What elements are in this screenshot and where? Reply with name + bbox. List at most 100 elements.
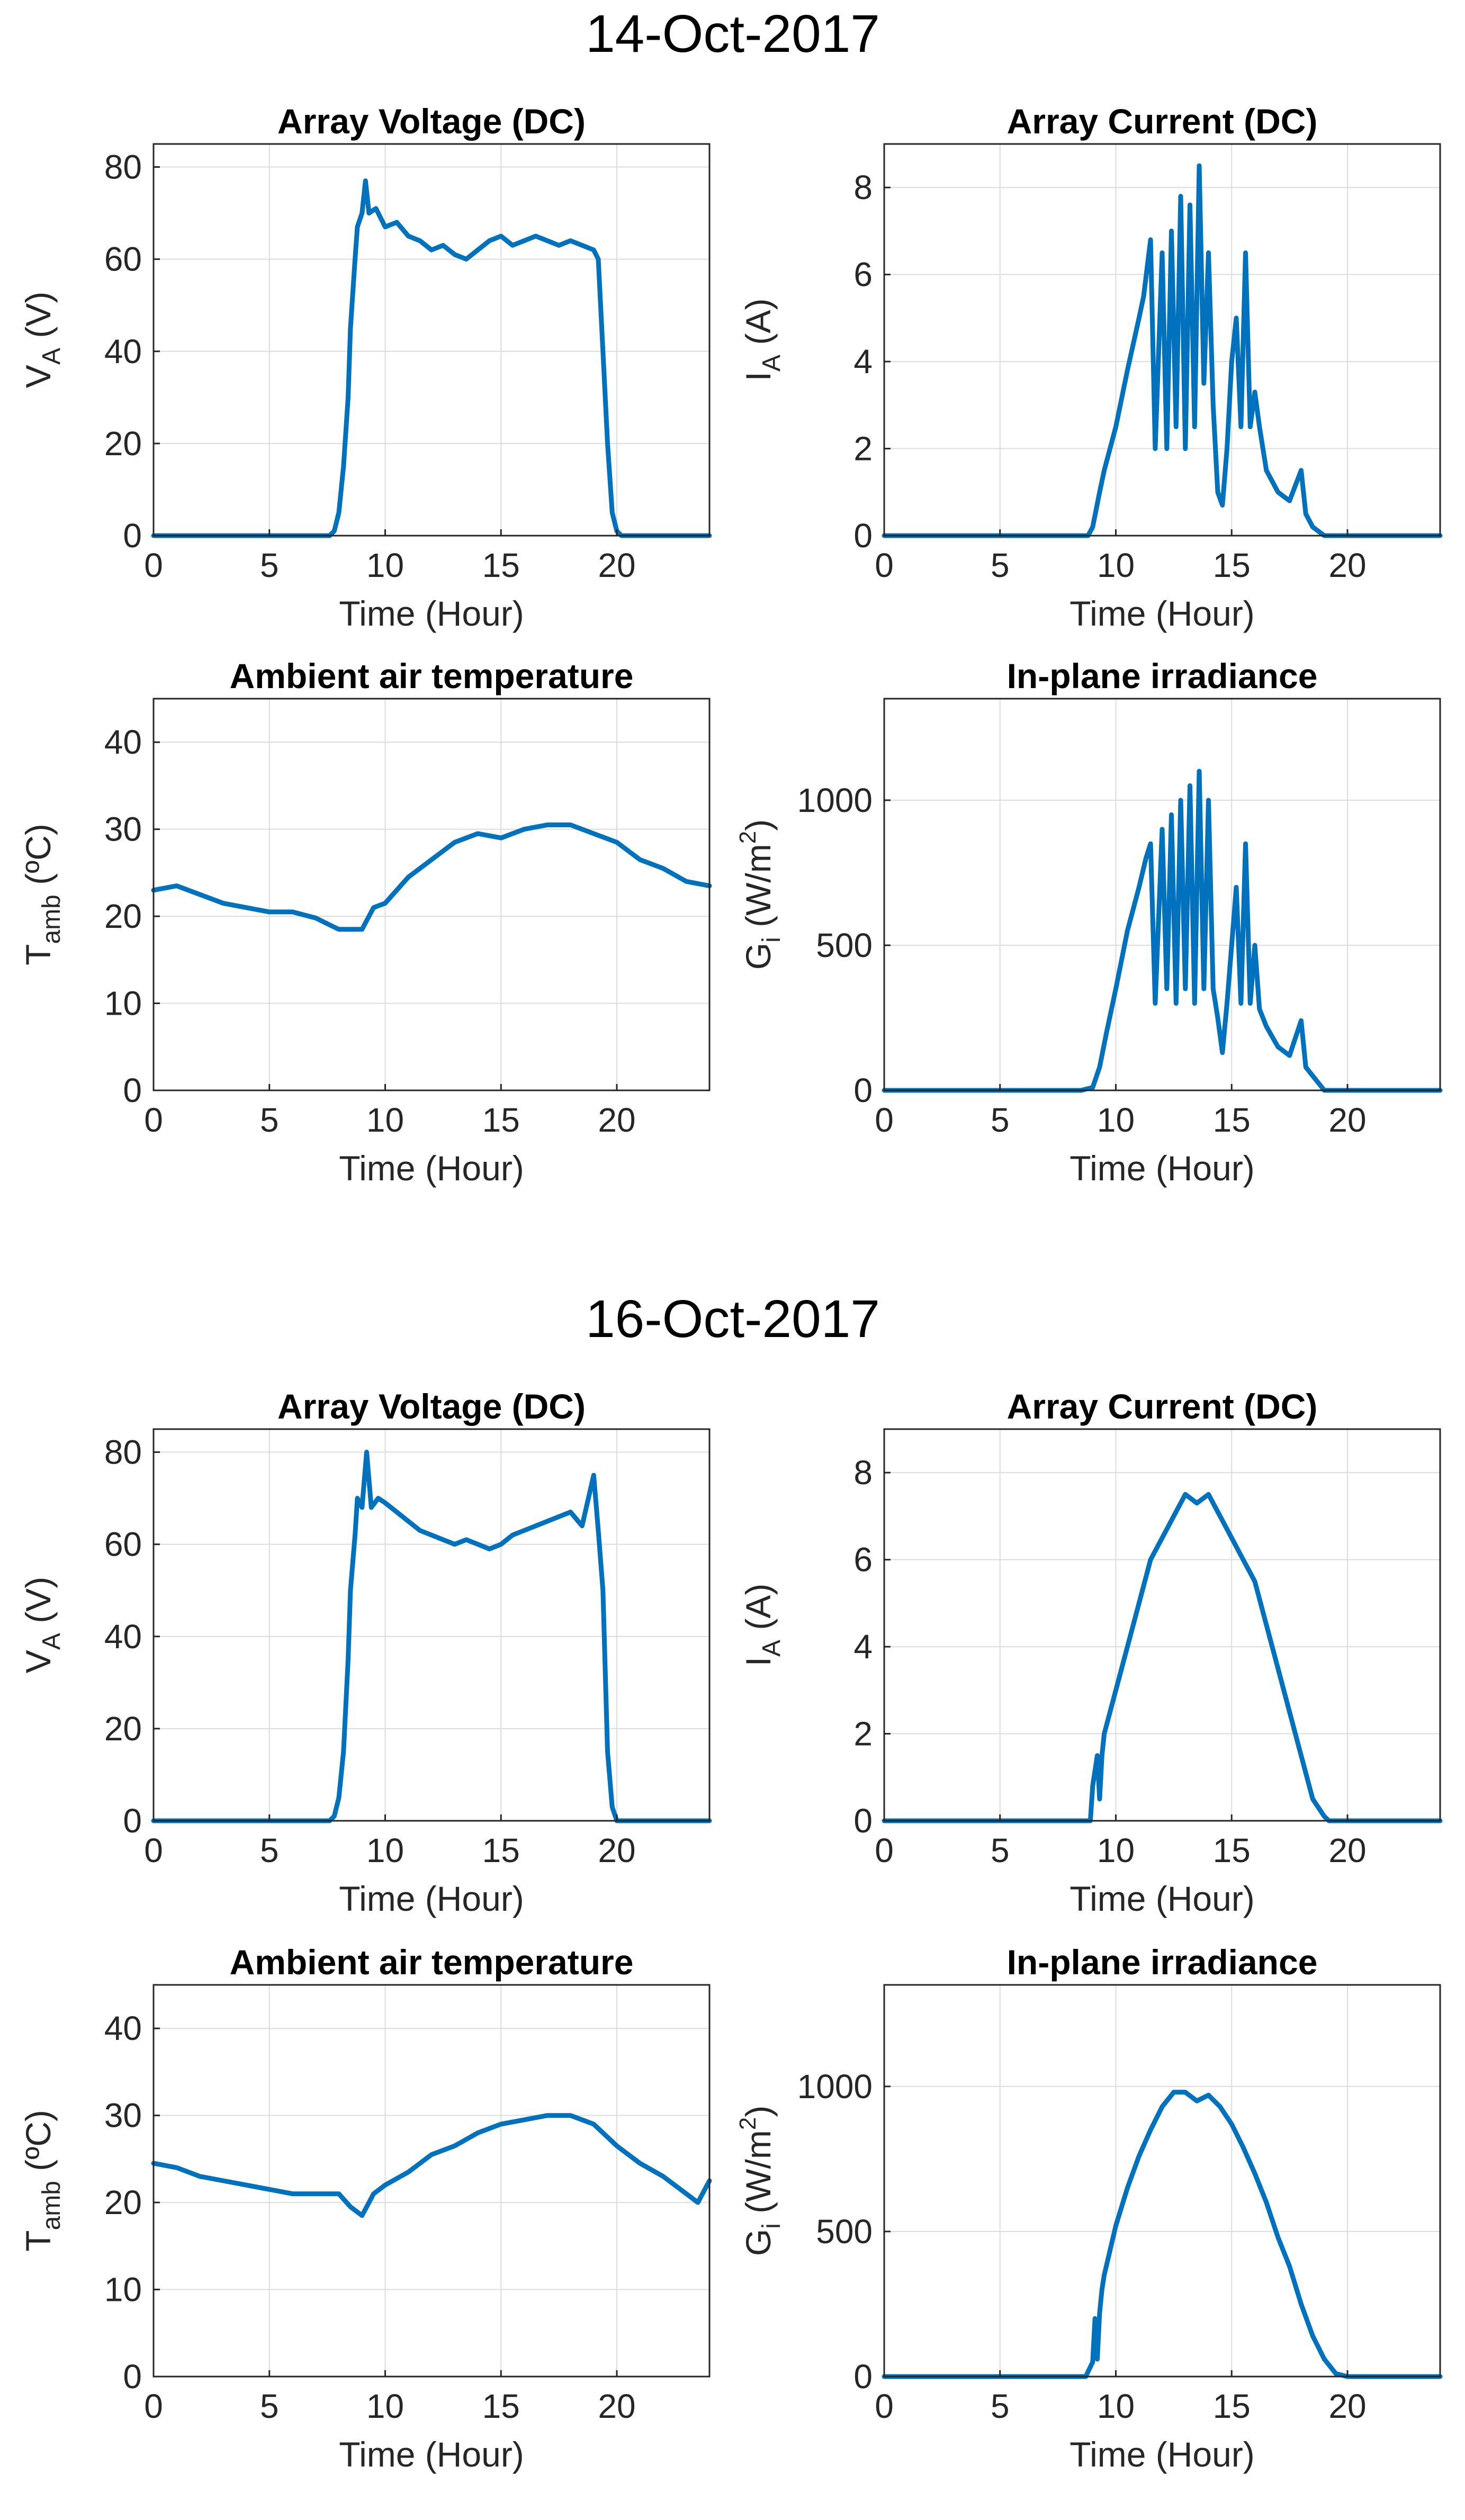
panel-5-y-tick-label: 40: [104, 1618, 142, 1656]
panel-4-y-axis-label-close: ): [739, 819, 778, 831]
panel-6-y-axis-label-unit: (A): [739, 1584, 778, 1640]
panel-8-y-axis-label-sub: i: [758, 2223, 786, 2229]
panel-7-title: Ambient air temperature: [230, 1943, 634, 1982]
panel-5-y-axis-label: VA (V): [19, 1577, 66, 1673]
panel-7-axes-box: [152, 1984, 711, 2378]
panel-6-x-tick-label: 10: [1097, 1831, 1135, 1869]
panel-3-y-tick-label: 0: [123, 1071, 142, 1109]
panel-4-x-tick-label: 5: [991, 1101, 1010, 1139]
panel-4-title: In-plane irradiance: [1007, 656, 1318, 696]
panel-3-y-axis-label-sub: amb: [38, 895, 66, 944]
panel-4-y-axis-label-sub: i: [758, 937, 786, 943]
panel-2-x-tick-label: 0: [875, 546, 894, 584]
panel-6-y-tick-label: 0: [853, 1802, 873, 1840]
panel-5-y-axis-label-sub: A: [38, 1633, 66, 1650]
panel-3-y-tick-label: 10: [104, 984, 142, 1023]
panel-5-y-tick-label: 60: [104, 1525, 142, 1564]
panel-1-y-tick-label: 80: [104, 148, 142, 186]
panel-1-x-tick-label: 10: [366, 546, 404, 584]
panel-8-data-line: [882, 2090, 1443, 2379]
panel-7-y-axis-label: Tamb (ºC): [19, 2110, 66, 2252]
panel-5-axes-box: [152, 1428, 711, 1822]
panel-6-y-tick-label: 6: [853, 1541, 873, 1579]
panel-2-axes-box: [883, 143, 1441, 537]
panel-2-x-tick-label: 15: [1213, 546, 1251, 584]
panel-1-x-tick-label: 20: [598, 546, 635, 584]
panel-2-x-tick-label: 20: [1328, 546, 1366, 584]
panel-4-y-tick-label: 1000: [797, 781, 873, 819]
panel-1-y-tick-label: 0: [123, 517, 142, 555]
panel-3-plot-area: [154, 699, 709, 1090]
panel-7-x-tick-label: 15: [482, 2387, 520, 2425]
panel-5-y-tick-label: 0: [123, 1802, 142, 1840]
panel-1-y-axis-label-unit: (V): [19, 292, 58, 348]
panel-3-y-axis-label-main: T: [19, 944, 58, 965]
panel-8-x-tick-label: 10: [1097, 2387, 1135, 2425]
panel-3-y-tick-label: 40: [104, 723, 142, 761]
panel-8-y-axis-label: Gi (W/m2): [735, 2106, 786, 2256]
panel-6-y-axis-label: IA (A): [739, 1584, 786, 1667]
panel-8-y-axis-label-main: G: [739, 2229, 778, 2256]
panel-3-y-tick-label: 30: [104, 810, 142, 848]
panel-1: 0 5 10 15 20 0 20 40 60 80 Array Voltage (DC) Time …: [19, 102, 712, 633]
panel-4-axes-box: [883, 698, 1441, 1091]
panel-1-x-axis-label: Time (Hour): [339, 594, 524, 633]
panel-8-x-tick-label: 15: [1213, 2387, 1251, 2425]
panel-5-y-axis-label-unit: (V): [19, 1577, 58, 1633]
panel-6-x-axis-label: Time (Hour): [1069, 1879, 1255, 1918]
panel-2: 0 5 10 15 20 0 2 4 6 8 Array Current (DC) Time (Hou…: [739, 102, 1443, 633]
panel-7-x-tick-label: 0: [144, 2387, 163, 2425]
panel-8-y-axis-label-unit: (W/m: [739, 2130, 778, 2223]
panel-1-x-tick-label: 0: [144, 546, 163, 584]
panel-4-y-axis-label-unit: (W/m: [739, 844, 778, 937]
panel-4-y-tick-label: 500: [816, 926, 873, 964]
panel-1-title: Array Voltage (DC): [277, 102, 586, 141]
panel-1-plot-area: [154, 144, 709, 536]
panel-8-title: In-plane irradiance: [1007, 1943, 1318, 1982]
panel-8-x-tick-label: 20: [1328, 2387, 1366, 2425]
panel-1-y-axis-label-main: V: [19, 365, 58, 388]
panel-8: 0 5 10 15 20 0 500 1000 In-plane irradiance Time …: [735, 1943, 1443, 2474]
panel-7-plot-area: [154, 1985, 709, 2377]
panel-2-data-line: [882, 163, 1443, 538]
panel-5: 0 5 10 15 20 0 20 40 60 80 Array Voltage (DC) Time …: [19, 1387, 712, 1918]
panel-5-x-tick-label: 20: [598, 1831, 635, 1869]
panel-6-plot-area: [884, 1429, 1440, 1821]
panel-6-x-tick-label: 15: [1213, 1831, 1251, 1869]
panel-6-y-axis-label-main: I: [739, 1657, 778, 1666]
panel-2-y-tick-label: 0: [853, 517, 873, 555]
panel-2-y-tick-label: 4: [853, 342, 873, 381]
panel-8-axes-box: [883, 1984, 1441, 2378]
panel-5-x-tick-label: 0: [144, 1831, 163, 1869]
panel-5-plot-area: [154, 1429, 709, 1821]
panel-2-y-tick-label: 2: [853, 430, 873, 468]
panel-7-x-tick-label: 10: [366, 2387, 404, 2425]
panel-4-x-tick-label: 0: [875, 1101, 894, 1139]
panel-4-y-axis-label-sup: 2: [735, 831, 761, 844]
panel-8-x-tick-label: 5: [991, 2387, 1010, 2425]
panel-2-y-axis-label-unit: (A): [739, 299, 778, 355]
panel-8-plot-area: [884, 1985, 1440, 2377]
panel-2-y-tick-label: 8: [853, 168, 873, 206]
panel-6-y-tick-label: 8: [853, 1453, 873, 1492]
panel-1-y-tick-label: 60: [104, 240, 142, 278]
panel-8-y-tick-label: 1000: [797, 2067, 873, 2106]
panel-7-y-tick-label: 0: [123, 2358, 142, 2396]
panel-5-x-tick-label: 10: [366, 1831, 404, 1869]
panel-1-y-tick-label: 40: [104, 332, 142, 371]
panel-3-data-line: [151, 822, 712, 932]
panel-5-y-tick-label: 80: [104, 1433, 142, 1471]
panel-3-y-axis-label: Tamb (ºC): [19, 824, 66, 965]
panel-3-title: Ambient air temperature: [230, 656, 634, 696]
panel-3-x-tick-label: 20: [598, 1101, 635, 1139]
panel-3-x-axis-label: Time (Hour): [339, 1149, 524, 1188]
panel-5-x-axis-label: Time (Hour): [339, 1879, 524, 1918]
panel-7-x-axis-label: Time (Hour): [339, 2435, 524, 2474]
panel-5-data-line: [151, 1450, 712, 1823]
panel-2-y-tick-label: 6: [853, 256, 873, 294]
panel-4: 0 5 10 15 20 0 500 1000 In-plane irradiance Time …: [735, 656, 1443, 1188]
panel-7-y-axis-label-main: T: [19, 2230, 58, 2252]
panel-7-x-tick-label: 20: [598, 2387, 635, 2425]
